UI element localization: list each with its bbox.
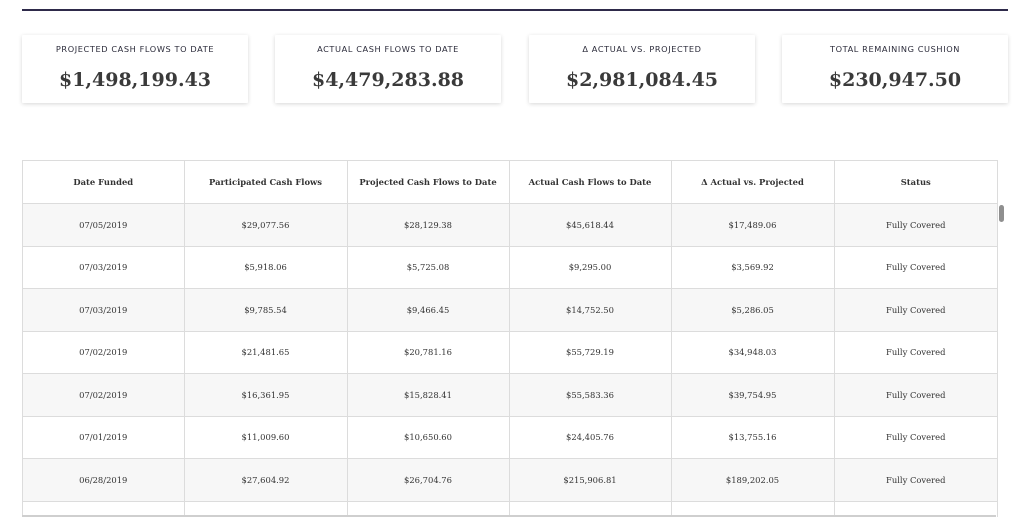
cell-projected: $20,781.16 (347, 331, 510, 374)
cell-status: Fully Covered (834, 373, 997, 417)
cell-status: Fully Covered (834, 246, 997, 289)
cell-actual (509, 501, 672, 517)
cell-delta: $34,948.03 (671, 331, 835, 374)
card-value: $4,479,283.88 (311, 69, 465, 91)
card-value: $1,498,199.43 (58, 69, 212, 91)
cell-participated: $21,481.65 (184, 331, 348, 374)
cell-status: Fully Covered (834, 331, 997, 374)
column-header-status[interactable]: Status (834, 161, 997, 204)
table-scrollbar[interactable] (998, 203, 1006, 516)
card-label: PROJECTED CASH FLOWS TO DATE (55, 44, 215, 54)
card-delta-actual-vs-projected: Δ ACTUAL VS. PROJECTED $2,981,084.45 (529, 35, 755, 103)
column-header-delta-actual-vs-projected[interactable]: Δ Actual vs. Projected (671, 161, 835, 204)
cell-status: Fully Covered (834, 288, 997, 332)
summary-cards: PROJECTED CASH FLOWS TO DATE $1,498,199.… (22, 35, 1008, 105)
column-header-actual-cash-flows[interactable]: Actual Cash Flows to Date (509, 161, 672, 204)
card-value: $230,947.50 (828, 69, 962, 91)
cell-projected: $15,828.41 (347, 373, 510, 417)
funding-table-container[interactable]: Date Funded Participated Cash Flows Proj… (22, 160, 998, 517)
table-row[interactable]: 07/02/2019 $16,361.95 $15,828.41 $55,583… (23, 373, 997, 417)
table-row[interactable]: 07/03/2019 $5,918.06 $5,725.08 $9,295.00… (23, 246, 997, 289)
cell-actual: $24,405.76 (509, 416, 672, 459)
cell-participated: $16,361.95 (184, 373, 348, 417)
card-total-remaining-cushion: TOTAL REMAINING CUSHION $230,947.50 (782, 35, 1008, 103)
column-header-projected-cash-flows[interactable]: Projected Cash Flows to Date (347, 161, 510, 204)
cell-participated: $27,604.92 (184, 458, 348, 502)
cell-projected (347, 501, 510, 517)
cell-actual: $215,906.81 (509, 458, 672, 502)
cell-date-funded: 06/28/2019 (23, 458, 185, 502)
cell-delta: $17,489.06 (671, 203, 835, 247)
column-header-participated-cash-flows[interactable]: Participated Cash Flows (184, 161, 348, 204)
scrollbar-thumb[interactable] (999, 205, 1004, 222)
card-label: TOTAL REMAINING CUSHION (830, 44, 960, 54)
cell-delta (671, 501, 835, 517)
cell-projected: $26,704.76 (347, 458, 510, 502)
cell-date-funded: 07/05/2019 (23, 203, 185, 247)
card-projected-cash-flows: PROJECTED CASH FLOWS TO DATE $1,498,199.… (22, 35, 248, 103)
cell-participated: $5,918.06 (184, 246, 348, 289)
cell-date-funded: 07/02/2019 (23, 331, 185, 374)
cell-projected: $10,650.60 (347, 416, 510, 459)
cell-status: Fully Covered (834, 416, 997, 459)
cell-status: Fully Covered (834, 458, 997, 502)
cell-participated: $9,785.54 (184, 288, 348, 332)
cell-projected: $5,725.08 (347, 246, 510, 289)
cell-projected: $28,129.38 (347, 203, 510, 247)
cell-delta: $3,569.92 (671, 246, 835, 289)
cell-projected: $9,466.45 (347, 288, 510, 332)
top-divider (22, 9, 1008, 11)
cell-participated (184, 501, 348, 517)
cell-date-funded: 07/02/2019 (23, 373, 185, 417)
cell-date-funded: 07/01/2019 (23, 416, 185, 459)
table-row[interactable]: 07/01/2019 $11,009.60 $10,650.60 $24,405… (23, 416, 997, 459)
table-header-row: Date Funded Participated Cash Flows Proj… (23, 161, 997, 204)
cell-delta: $189,202.05 (671, 458, 835, 502)
cell-actual: $14,752.50 (509, 288, 672, 332)
table-row[interactable]: 07/03/2019 $9,785.54 $9,466.45 $14,752.5… (23, 288, 997, 332)
table-row[interactable] (23, 501, 997, 517)
cell-status: Fully Covered (834, 203, 997, 247)
cell-status (834, 501, 997, 517)
cell-date-funded: 07/03/2019 (23, 288, 185, 332)
cell-delta: $5,286.05 (671, 288, 835, 332)
table-row[interactable]: 06/28/2019 $27,604.92 $26,704.76 $215,90… (23, 458, 997, 502)
cell-date-funded: 07/03/2019 (23, 246, 185, 289)
bottom-divider (22, 515, 996, 517)
card-actual-cash-flows: ACTUAL CASH FLOWS TO DATE $4,479,283.88 (275, 35, 501, 103)
card-label: Δ ACTUAL VS. PROJECTED (582, 44, 702, 54)
column-header-date-funded[interactable]: Date Funded (23, 161, 185, 204)
cell-delta: $13,755.16 (671, 416, 835, 459)
card-value: $2,981,084.45 (565, 69, 719, 91)
cell-date-funded (23, 501, 185, 517)
table-row[interactable]: 07/05/2019 $29,077.56 $28,129.38 $45,618… (23, 203, 997, 247)
cell-actual: $9,295.00 (509, 246, 672, 289)
card-label: ACTUAL CASH FLOWS TO DATE (317, 44, 459, 54)
cell-delta: $39,754.95 (671, 373, 835, 417)
cell-actual: $55,583.36 (509, 373, 672, 417)
cell-actual: $45,618.44 (509, 203, 672, 247)
funding-table: Date Funded Participated Cash Flows Proj… (23, 161, 997, 517)
table-row[interactable]: 07/02/2019 $21,481.65 $20,781.16 $55,729… (23, 331, 997, 374)
cell-participated: $29,077.56 (184, 203, 348, 247)
cell-actual: $55,729.19 (509, 331, 672, 374)
cell-participated: $11,009.60 (184, 416, 348, 459)
